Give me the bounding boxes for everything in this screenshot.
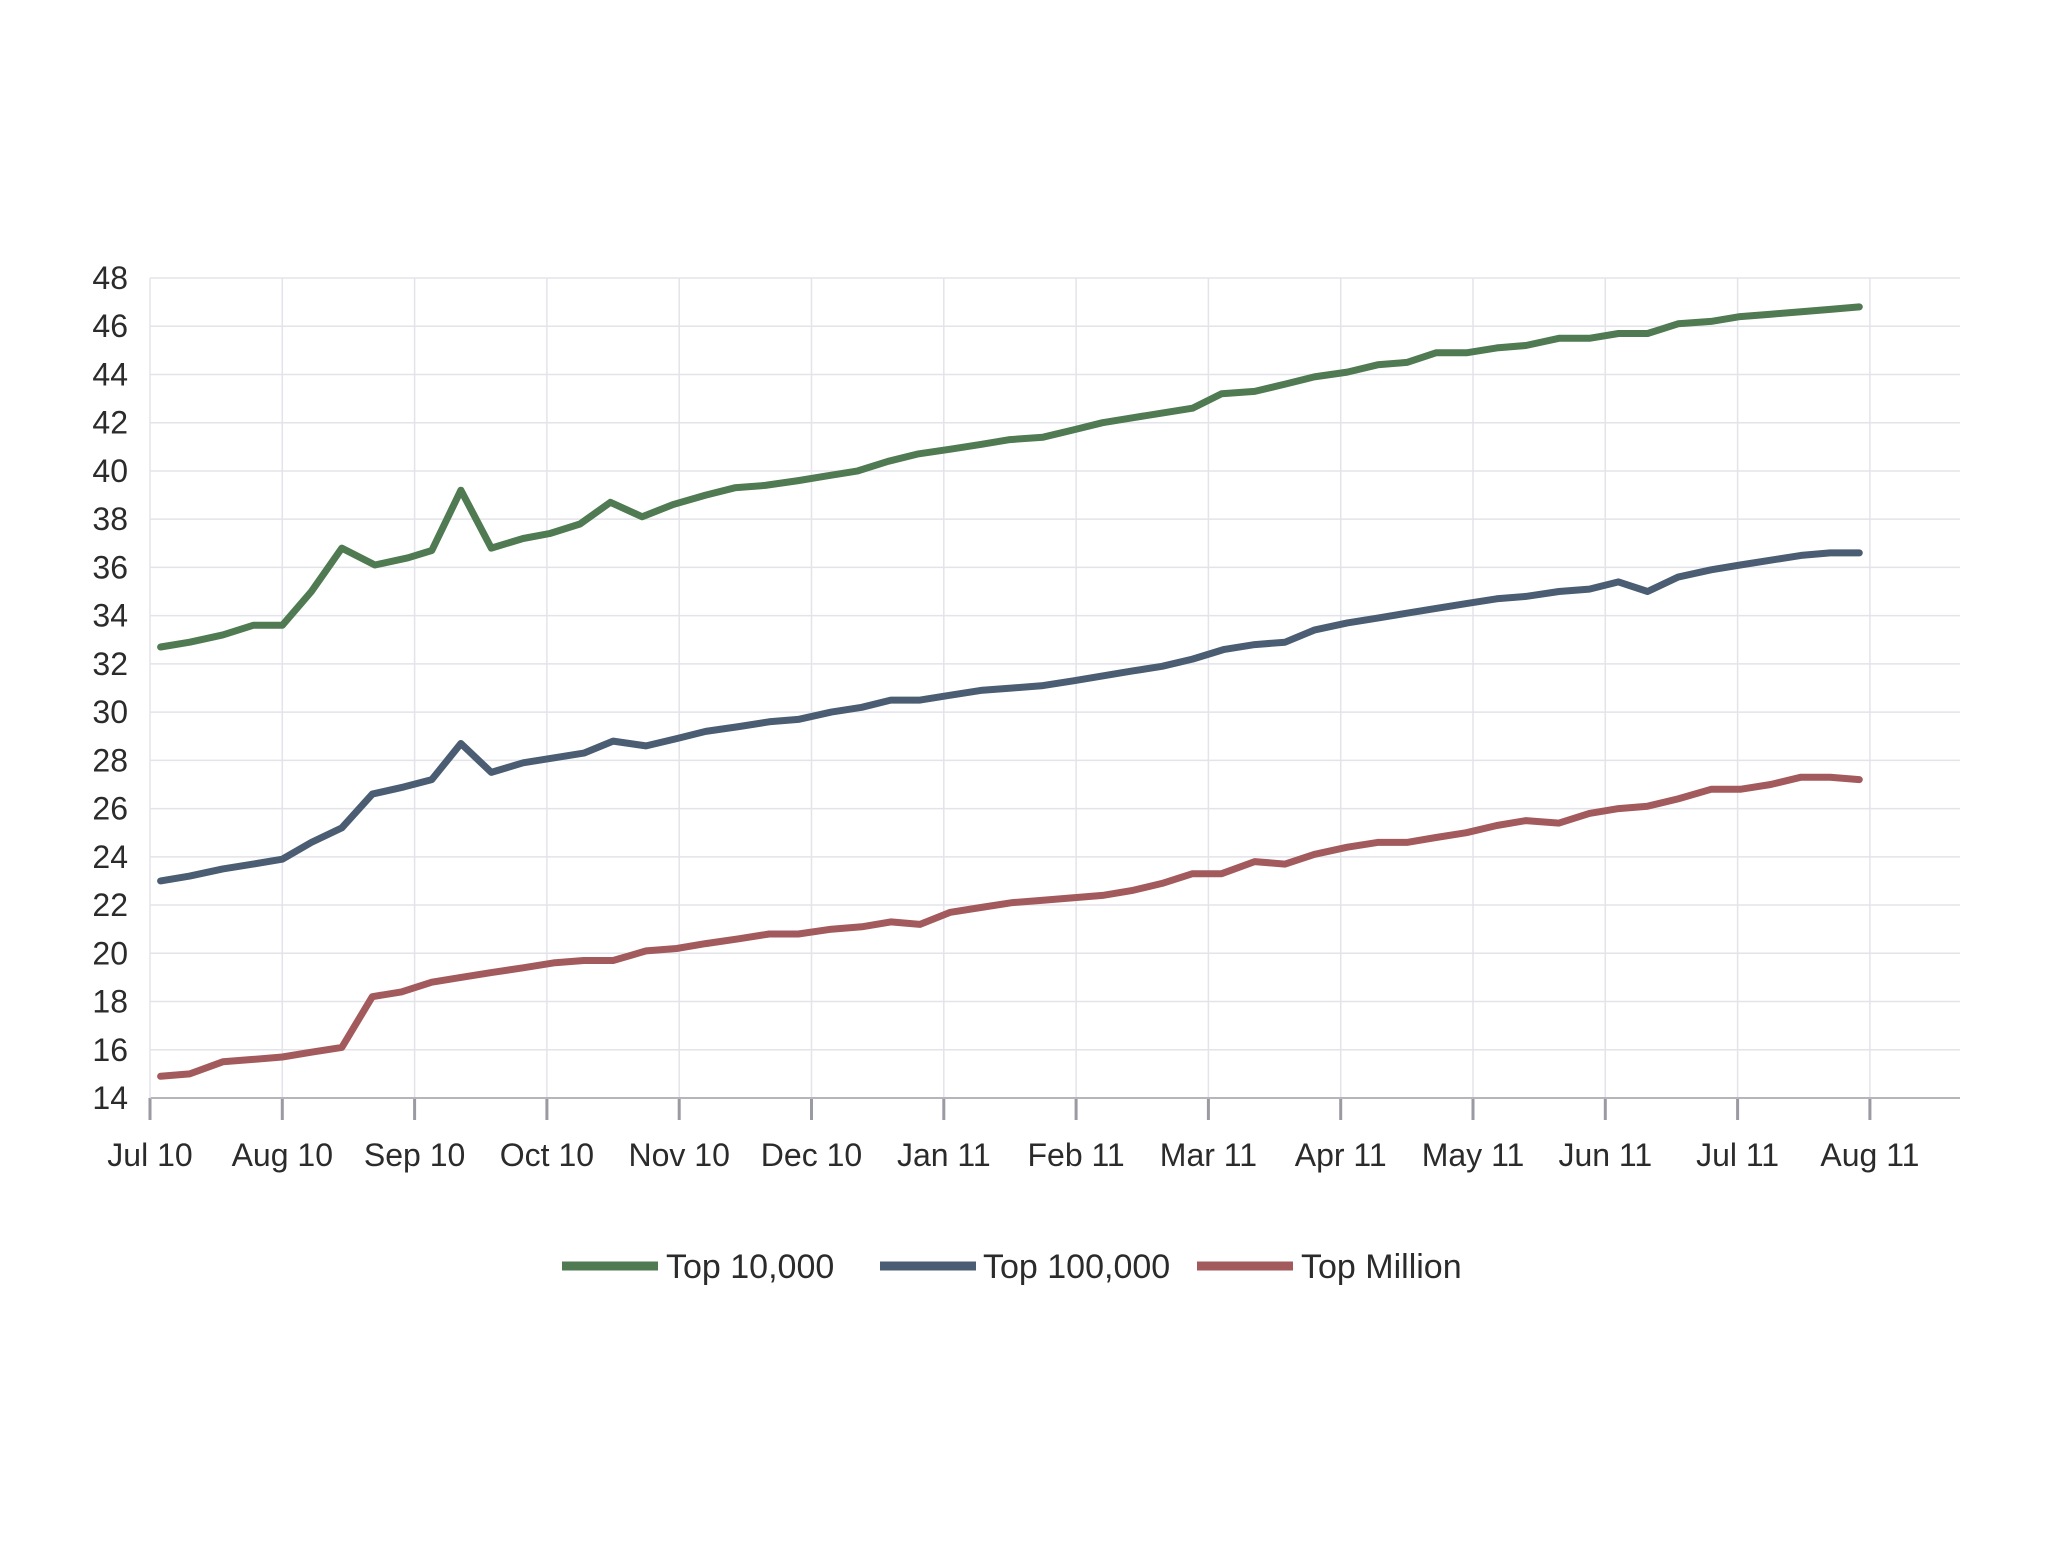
y-tick-label: 44 — [92, 356, 128, 392]
x-tick-label: Mar 11 — [1160, 1137, 1257, 1173]
y-tick-label: 20 — [92, 935, 128, 971]
x-tick-label: Sep 10 — [364, 1137, 465, 1173]
x-tick-label: Aug 11 — [1820, 1137, 1919, 1173]
x-tick-label: Nov 10 — [629, 1137, 730, 1173]
legend-label-2: Top 100,000 — [983, 1248, 1170, 1286]
y-tick-label: 22 — [92, 887, 128, 923]
y-tick-label: 24 — [92, 839, 128, 875]
y-tick-label: 38 — [92, 501, 128, 537]
y-tick-label: 14 — [92, 1080, 128, 1116]
y-tick-label: 16 — [92, 1032, 128, 1068]
gridlines — [150, 277, 1960, 1098]
y-tick-label: 34 — [92, 598, 128, 634]
series-line-3 — [157, 773, 1863, 1080]
x-tick-label: May 11 — [1422, 1137, 1525, 1173]
y-tick-label: 36 — [92, 549, 128, 585]
y-tick-label: 30 — [92, 694, 128, 730]
x-tick-label: Dec 10 — [761, 1137, 862, 1173]
x-tick-label: Jul 10 — [107, 1137, 192, 1173]
y-tick-label: 40 — [92, 453, 128, 489]
y-tick-label: 18 — [92, 984, 128, 1020]
x-tick-label: Jul 11 — [1696, 1137, 1779, 1173]
x-tick-label: Apr 11 — [1295, 1137, 1387, 1173]
series-lines — [157, 303, 1863, 1080]
y-tick-label: 42 — [92, 405, 128, 441]
x-tick-label: Jan 11 — [897, 1137, 991, 1173]
series-line-2 — [157, 549, 1863, 885]
y-tick-label: 26 — [92, 791, 128, 827]
x-tick-label: Oct 10 — [500, 1137, 594, 1173]
legend-label-3: Top Million — [1301, 1248, 1462, 1286]
legend-label-1: Top 10,000 — [666, 1248, 834, 1286]
series-line-1 — [157, 303, 1863, 651]
x-tick-label: Aug 10 — [232, 1137, 333, 1173]
y-tick-label: 32 — [92, 646, 128, 682]
x-tick-label: Jun 11 — [1558, 1137, 1652, 1173]
y-tick-label: 28 — [92, 742, 128, 778]
y-tick-label: 48 — [92, 260, 128, 296]
axes: 14 16 18 20 22 24 26 28 30 32 34 36 38 40 42 44 46 48 Jul … — [92, 260, 1960, 1173]
x-tick-label: Feb 11 — [1027, 1137, 1124, 1173]
legend: Top 10,000 Top 100,000 Top Million — [562, 1248, 1462, 1286]
y-tick-label: 46 — [92, 308, 128, 344]
